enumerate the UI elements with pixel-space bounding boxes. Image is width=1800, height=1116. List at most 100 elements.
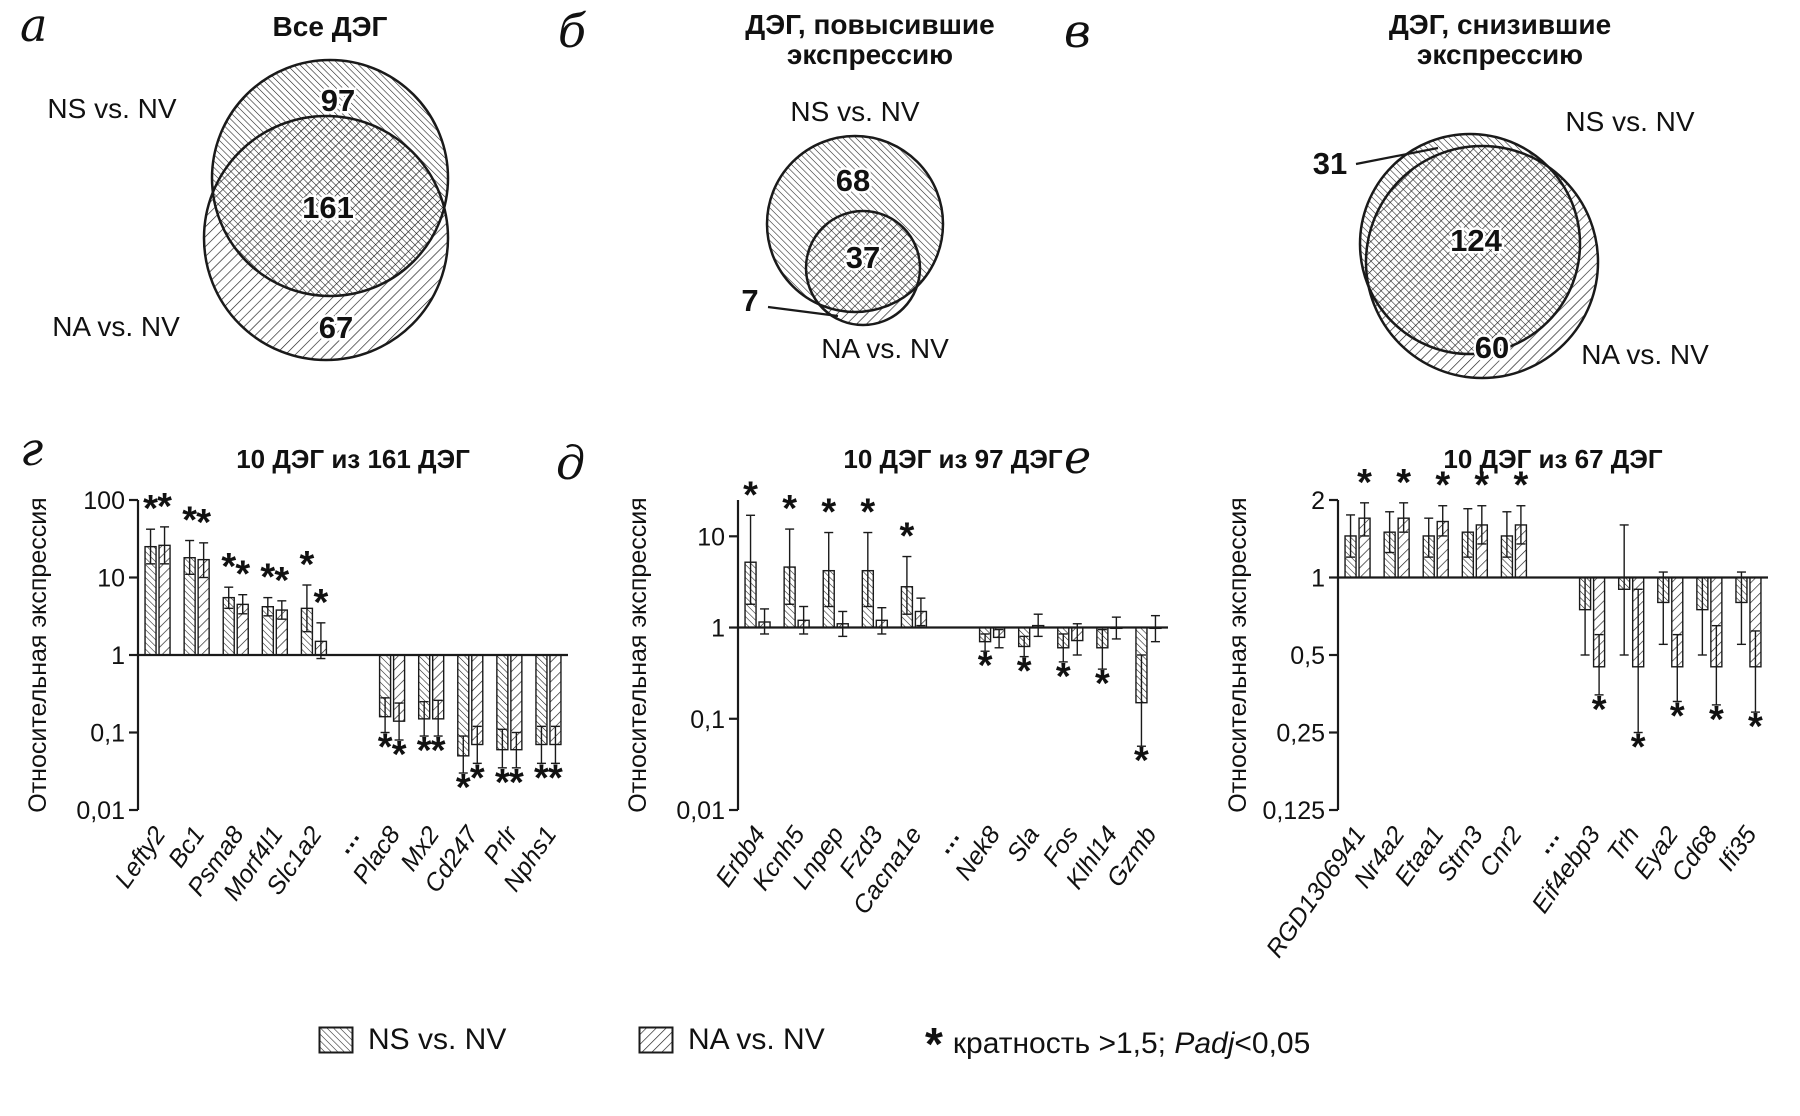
bar-chart-panel-67: 10 ДЭГ из 67 ДЭГ Относительная экспрессия… [1200,420,1800,1000]
y-tick-label: 10 [697,523,725,551]
y-tick-label: 0,1 [90,720,125,748]
category-label: Sla [1001,821,1045,867]
significance-star: * [1709,699,1724,741]
legend-item-ns: NS vs. NV [318,1023,506,1057]
significance-star: * [1592,689,1607,731]
significance-star: * [495,762,510,804]
significance-star: * [978,645,993,687]
venn-panel-up-degs: ДЭГ, повысившие экспрессию 68 37 7 NS vs. NV N… [600,6,1200,416]
set2-label: NA vs. NV [821,333,949,364]
panel-letter-a: а [20,0,48,52]
panel-letter-g: г [20,422,44,476]
significance-star: * [182,500,197,542]
figure-legend: NS vs. NV NA vs. NV * кратность >1,5; Pa… [0,1005,1800,1100]
count-set1-only: 31 [1313,146,1347,181]
venn-circle-na [202,114,450,362]
venn-panel-down-degs: ДЭГ, снизившие экспрессию 31 124 60 NS vs. NV… [1200,6,1800,416]
significance-star: * [1095,663,1110,705]
panel-letter-b: б [558,4,587,58]
set1-label: NS vs. NV [47,93,176,124]
y-axis-label: Относительная экспрессия [24,497,52,812]
bar-chart-panel-161: 10 ДЭГ из 161 ДЭГ Относительная экспресси… [0,420,600,1000]
count-set1-only: 68 [836,163,870,198]
significance-star: * [782,488,797,530]
y-tick-label: 100 [83,487,125,515]
venn-title: экспрессию [1417,39,1583,70]
significance-star: * [470,757,485,799]
chart-title: 10 ДЭГ из 67 ДЭГ [1443,444,1662,474]
y-tick-label: 1 [1311,565,1325,593]
y-tick-label: 0,25 [1276,720,1325,748]
note-text-italic: Padj [1174,1027,1235,1060]
category-label: Nek8 [950,821,1006,885]
category-label: Cnr2 [1474,821,1528,882]
count-set2-only: 60 [1475,330,1509,365]
swatch-rect [318,1026,354,1054]
venn-diagram: Все ДЭГ 97 161 67 NS vs. NV NA vs. NV [47,11,450,362]
significance-star: * [1017,651,1032,693]
venn-panel-all-degs: Все ДЭГ 97 161 67 NS vs. NV NA vs. NV [0,6,600,416]
y-tick-label: 1 [111,642,125,670]
y-axis-label: Относительная экспрессия [1224,497,1252,812]
significance-star: * [509,762,524,804]
significance-star: * [548,757,563,799]
significance-star: * [392,734,407,776]
significance-star: * [1514,465,1529,507]
bar-chart: 10 ДЭГ из 67 ДЭГ Относительная экспрессия… [1224,444,1768,963]
y-tick-label: 2 [1311,487,1325,515]
panel-letter-e: е [1064,430,1092,484]
significance-star: * [743,474,758,516]
leader-line [767,305,839,318]
set1-label: NS vs. NV [790,96,919,127]
significance-star: * [221,546,236,588]
significance-star: * [1474,465,1489,507]
chart-title: 10 ДЭГ из 161 ДЭГ [236,444,470,474]
y-tick-label: 0,1 [690,706,725,734]
venn-title: ДЭГ, повысившие [745,9,994,40]
category-label: RGD1306941 [1261,821,1372,962]
significance-star: * [314,582,329,624]
significance-star: * [821,492,836,534]
swatch-rect [638,1026,674,1054]
set1-label: NS vs. NV [1565,106,1694,137]
significance-star: * [534,757,549,799]
significance-star: * [1748,706,1763,748]
significance-star: * [860,492,875,534]
legend-label-ns: NS vs. NV [368,1023,507,1056]
venn-title: Все ДЭГ [273,11,388,42]
significance-star: * [456,767,471,809]
asterisk-icon: * [925,1018,943,1070]
significance-star: * [260,557,275,599]
note-text-end: <0,05 [1234,1027,1311,1060]
significance-star: * [300,544,315,586]
y-tick-label: 0,125 [1262,797,1325,825]
panel-letter-d: д [556,436,586,490]
legend-label-na: NA vs. NV [688,1023,825,1056]
count-overlap: 37 [846,240,880,275]
count-overlap: 124 [1450,223,1502,258]
y-axis-label: Относительная экспрессия [624,497,652,812]
significance-star: * [1435,465,1450,507]
significance-star: * [1631,727,1646,769]
leader-line [1355,146,1439,166]
bar-chart-panel-97: 10 ДЭГ из 97 ДЭГ Относительная экспрессия… [600,420,1200,1000]
na-hatch-swatch [638,1026,674,1054]
venn-circle-na [1364,144,1600,380]
count-overlap: 161 [302,190,354,225]
set2-label: NA vs. NV [52,311,180,342]
significance-star: * [1357,462,1372,504]
significance-star: * [143,488,158,530]
significance-star: * [235,554,250,596]
significance-star: * [196,502,211,544]
count-set2-only: 67 [319,310,353,345]
significance-star: * [274,560,289,602]
significance-star: * [157,486,172,528]
venn-title: ДЭГ, снизившие [1389,9,1611,40]
venn-title: экспрессию [787,39,953,70]
significance-star: * [378,727,393,769]
y-tick-label: 1 [711,615,725,643]
significance-star: * [900,516,915,558]
